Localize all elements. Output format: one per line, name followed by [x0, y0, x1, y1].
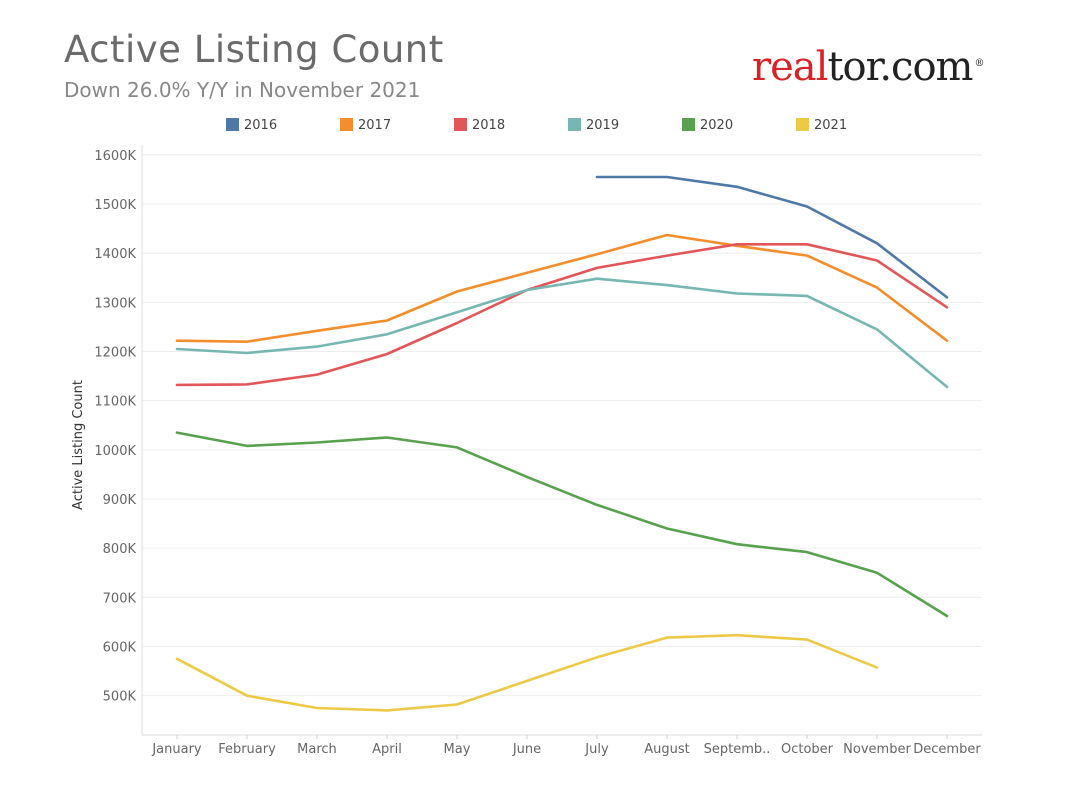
- chart-subtitle: Down 26.0% Y/Y in November 2021: [64, 78, 421, 102]
- y-tick-label: 1400K: [94, 247, 136, 262]
- y-tick-label: 1500K: [94, 198, 136, 213]
- legend-swatch-2017: [340, 118, 353, 131]
- legend-label-2021: 2021: [814, 118, 847, 133]
- series-line-2019: [175, 277, 949, 389]
- x-tick-label: December: [913, 742, 981, 757]
- legend-label-2017: 2017: [358, 118, 391, 133]
- x-tick-label: May: [444, 742, 471, 757]
- x-tick-label: July: [584, 742, 609, 757]
- legend-swatch-2020: [682, 118, 695, 131]
- legend-label-2016: 2016: [244, 118, 277, 133]
- chart-title: Active Listing Count: [64, 28, 444, 71]
- x-tick-label: January: [151, 742, 202, 757]
- y-tick-label: 1300K: [94, 296, 136, 311]
- y-tick-label: 1000K: [94, 444, 136, 459]
- y-tick-label: 1100K: [94, 395, 136, 410]
- legend-swatch-2016: [226, 118, 239, 131]
- y-tick-label: 900K: [103, 493, 137, 508]
- series-line-2021: [175, 633, 879, 712]
- y-tick-label: 800K: [103, 542, 137, 557]
- x-tick-label: March: [297, 742, 337, 757]
- logo-registered-mark: ®: [974, 57, 984, 69]
- legend-swatch-2018: [454, 118, 467, 131]
- x-tick-label: February: [218, 742, 276, 757]
- legend-label-2019: 2019: [586, 118, 619, 133]
- y-axis-title: Active Listing Count: [71, 380, 86, 510]
- legend-swatch-2019: [568, 118, 581, 131]
- legend-swatch-2021: [796, 118, 809, 131]
- x-tick-label: April: [372, 742, 402, 757]
- series-line-2018: [175, 243, 949, 387]
- logo-text-rest: tor.com: [827, 44, 973, 90]
- y-tick-label: 500K: [103, 690, 137, 705]
- x-tick-label: November: [843, 742, 911, 757]
- y-tick-label: 700K: [103, 591, 137, 606]
- y-tick-label: 1600K: [94, 149, 136, 164]
- x-tick-label: June: [512, 742, 541, 757]
- y-tick-label: 1200K: [94, 346, 136, 361]
- y-tick-label: 600K: [103, 641, 137, 656]
- series-line-2020: [175, 431, 949, 618]
- x-tick-label: Septemb..: [704, 742, 771, 757]
- legend-label-2018: 2018: [472, 118, 505, 133]
- realtor-logo: realtor.com ®: [752, 44, 984, 90]
- logo-text-accent: real: [752, 44, 828, 90]
- series-line-2017: [175, 233, 949, 343]
- x-tick-label: October: [781, 742, 834, 757]
- legend-label-2020: 2020: [700, 118, 733, 133]
- x-tick-label: August: [644, 742, 690, 757]
- series-line-2016: [595, 175, 949, 299]
